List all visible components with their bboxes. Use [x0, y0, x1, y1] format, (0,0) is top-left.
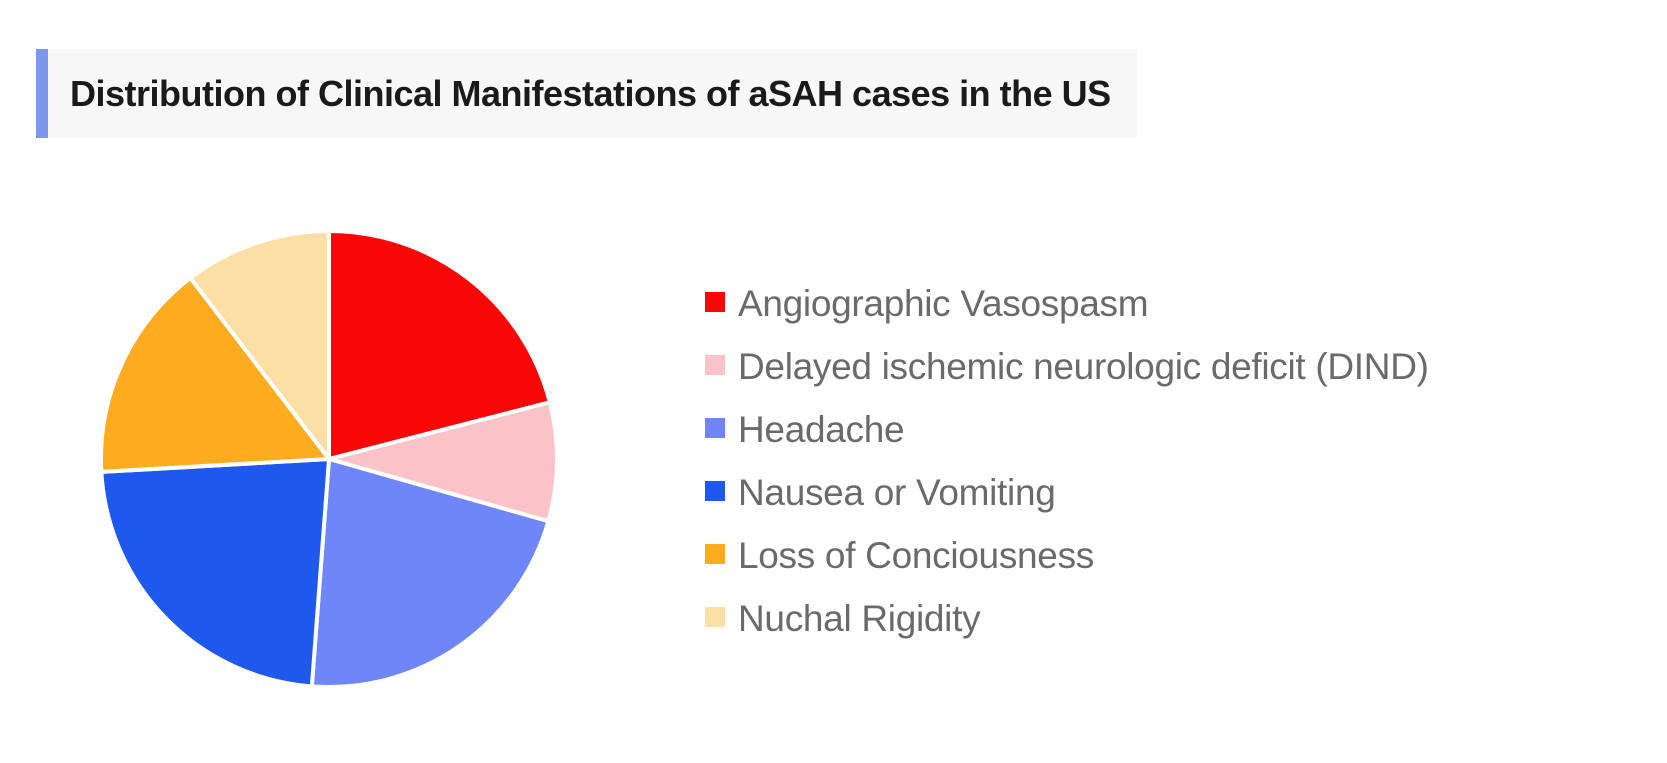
pie-slice-loss-of-conciousness[interactable] [101, 275, 331, 474]
legend-label: Angiographic Vasospasm [738, 282, 1149, 324]
legend-marker-icon [705, 480, 725, 501]
legend-label: Delayed ischemic neurologic deficit (DIN… [738, 345, 1429, 387]
legend-item-dind: Delayed ischemic neurologic deficit (DIN… [705, 335, 1429, 398]
title-accent-bar [36, 49, 48, 138]
legend-item-nuchal-rigidity: Nuchal Rigidity [705, 587, 1429, 650]
legend-marker-icon [705, 417, 725, 438]
legend-item-angiographic-vasospasm: Angiographic Vasospasm [705, 272, 1429, 335]
legend-label: Nuchal Rigidity [738, 597, 981, 639]
legend-marker-icon [705, 354, 725, 375]
chart-legend: Angiographic Vasospasm Delayed ischemic … [705, 272, 1429, 650]
pie-slice-delayed-ischemic-neurologic-deficit-dind[interactable] [327, 400, 557, 524]
legend-item-loss-of-conciousness: Loss of Conciousness [705, 524, 1429, 587]
chart-title-bar: Distribution of Clinical Manifestations … [36, 49, 1137, 138]
pie-slice-nuchal-rigidity[interactable] [188, 231, 331, 461]
title-box: Distribution of Clinical Manifestations … [48, 49, 1137, 138]
pie-slice-angiographic-vasospasm[interactable] [327, 231, 552, 461]
pie-slice-nausea-or-vomiting[interactable] [101, 457, 331, 687]
legend-marker-icon [705, 606, 725, 627]
legend-marker-icon [705, 291, 725, 312]
chart-title: Distribution of Clinical Manifestations … [70, 72, 1111, 114]
legend-label: Headache [738, 408, 905, 450]
legend-item-nausea-or-vomiting: Nausea or Vomiting [705, 461, 1429, 524]
legend-label: Loss of Conciousness [738, 534, 1094, 576]
pie-chart [101, 231, 557, 687]
legend-item-headache: Headache [705, 398, 1429, 461]
legend-label: Nausea or Vomiting [738, 471, 1056, 513]
pie-slice-headache[interactable] [309, 457, 551, 687]
legend-marker-icon [705, 543, 725, 564]
